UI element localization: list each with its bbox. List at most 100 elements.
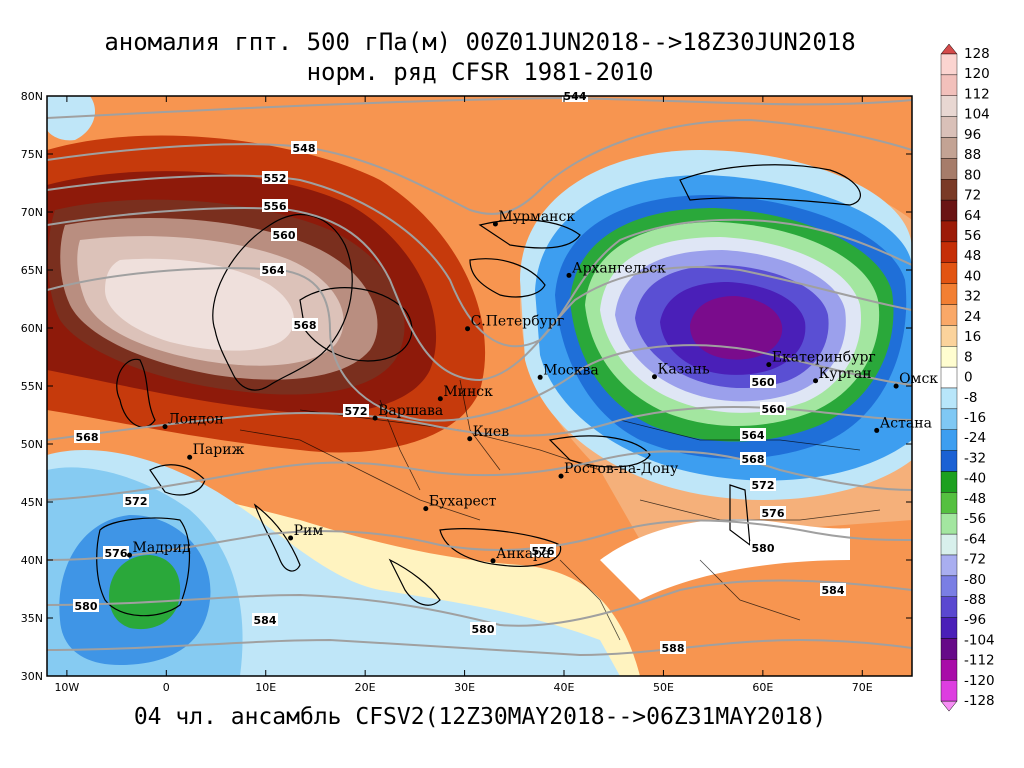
contour-label: 556: [262, 199, 288, 213]
city-marker: [558, 473, 564, 479]
colorbar-swatch: [940, 575, 958, 597]
lat-tick-label: 40N: [21, 554, 43, 567]
colorbar-label: -40: [964, 471, 986, 487]
colorbar-label: 16: [964, 329, 981, 345]
contour-label: 576: [103, 546, 129, 560]
svg-text:580: 580: [75, 600, 98, 613]
city-label: Мурманск: [498, 209, 575, 225]
city-marker: [893, 383, 899, 389]
city-marker: [492, 221, 498, 227]
contour-label: 572: [123, 494, 149, 508]
svg-text:568: 568: [742, 453, 765, 466]
colorbar-swatch: [940, 492, 958, 514]
colorbar-label: -104: [964, 632, 995, 648]
contour-label: 588: [660, 641, 686, 655]
contour-label: 568: [740, 452, 766, 466]
contour-label: 576: [530, 544, 556, 558]
colorbar-label: -24: [964, 430, 986, 446]
colorbar-cap-top: [940, 43, 958, 55]
colorbar-label: 8: [964, 349, 973, 365]
colorbar-swatch: [940, 74, 958, 96]
city-label: С.Петербург: [471, 314, 565, 330]
axes: 10W 0 10E 20E 30E 40E 50E 60E 70E 30N 35N 40N 45N 50N…: [21, 90, 912, 694]
svg-text:560: 560: [273, 229, 296, 242]
city-label: Анкара: [496, 546, 550, 562]
colorbar-label: 96: [964, 127, 981, 143]
contour-label: 560: [271, 228, 297, 242]
city-label: Лондон: [168, 412, 224, 428]
city-label: Астана: [880, 415, 932, 431]
colorbar-swatch: [940, 325, 958, 347]
colorbar-swatch: [940, 283, 958, 305]
colorbar-swatch: [940, 95, 958, 117]
city-marker: [537, 374, 543, 380]
city-marker: [465, 326, 471, 332]
city-label: Ростов-на-Дону: [564, 461, 679, 477]
colorbar-label: -8: [964, 390, 977, 406]
city-marker: [162, 424, 168, 430]
colorbar-swatch: [940, 262, 958, 284]
contour-label: 576: [760, 506, 786, 520]
contour-label: 580: [470, 622, 496, 636]
svg-text:568: 568: [76, 431, 99, 444]
lat-tick-label: 80N: [21, 90, 43, 103]
lon-tick-label: 0: [163, 681, 170, 694]
colorbar-label: -56: [964, 511, 986, 527]
contour-label: 560: [760, 402, 786, 416]
colorbar-label: 40: [964, 268, 981, 284]
colorbar-swatch: [940, 53, 958, 76]
svg-text:572: 572: [752, 479, 775, 492]
city-marker: [766, 362, 772, 368]
colorbar-label: -80: [964, 572, 986, 588]
city-label: Рим: [294, 523, 324, 539]
svg-text:580: 580: [752, 542, 775, 555]
colorbar-label: 104: [964, 107, 990, 123]
colorbar-swatch: [940, 659, 958, 681]
colorbar-label: -128: [964, 693, 995, 709]
contour-label: 548: [291, 141, 317, 155]
svg-text:552: 552: [264, 172, 287, 185]
colorbar-label: 120: [964, 66, 990, 82]
contour-label: 564: [260, 263, 286, 277]
colorbar-label: 80: [964, 167, 981, 183]
contour-label: 584: [820, 583, 846, 597]
contour-label: 568: [74, 430, 100, 444]
colorbar-label: 112: [964, 86, 990, 102]
colorbar-label: 32: [964, 289, 981, 305]
colorbar-swatch: [940, 596, 958, 618]
colorbar-swatch: [940, 554, 958, 577]
svg-text:572: 572: [345, 405, 368, 418]
colorbar-label: 72: [964, 188, 981, 204]
svg-text:584: 584: [822, 584, 845, 597]
colorbar-swatch: [940, 137, 958, 159]
lat-tick-label: 65N: [21, 264, 43, 277]
colorbar-label: -96: [964, 612, 986, 628]
city-label: Архангельск: [572, 260, 666, 276]
colorbar-swatch: [940, 680, 958, 702]
lon-tick-label: 10E: [255, 681, 276, 694]
lon-tick-label: 30E: [454, 681, 475, 694]
city-label: Бухарест: [429, 494, 497, 510]
lat-tick-label: 30N: [21, 670, 43, 683]
city-label: Варшава: [378, 403, 443, 419]
lat-tick-label: 55N: [21, 380, 43, 393]
lon-tick-label: 40E: [554, 681, 575, 694]
contour-lines: [47, 96, 912, 657]
city-marker: [566, 272, 572, 278]
svg-text:564: 564: [262, 264, 285, 277]
colorbar-swatch: [940, 241, 958, 263]
colorbar-swatch: [940, 220, 958, 243]
colorbar: 128120112104968880726456484032241680-8-1…: [940, 43, 995, 712]
city-label: Киев: [473, 424, 509, 440]
city-marker: [423, 506, 429, 512]
colorbar-swatch: [940, 366, 958, 389]
city-label: Москва: [543, 362, 599, 378]
contour-label: 580: [750, 541, 776, 555]
colorbar-label: -32: [964, 450, 986, 466]
city-marker: [651, 374, 657, 380]
lon-tick-label: 10W: [54, 681, 79, 694]
lat-tick-label: 45N: [21, 496, 43, 509]
contour-label: 564: [740, 428, 766, 442]
colorbar-swatch: [940, 429, 958, 451]
svg-text:580: 580: [472, 623, 495, 636]
